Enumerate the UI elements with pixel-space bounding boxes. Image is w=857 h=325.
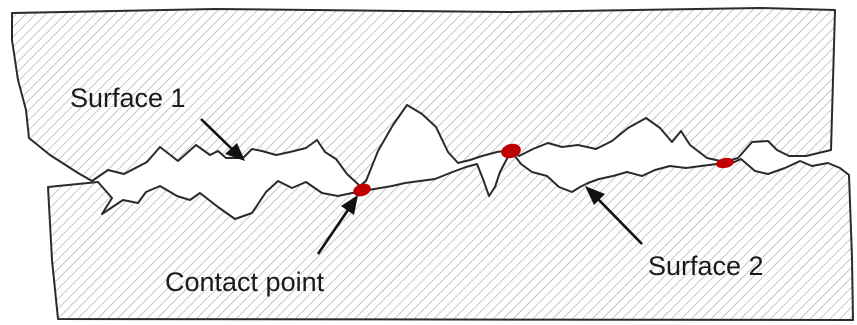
surface-2-arrow bbox=[585, 186, 643, 245]
contact-point-2 bbox=[501, 143, 521, 159]
contact-point-3 bbox=[716, 157, 734, 169]
contact-point-1 bbox=[353, 183, 371, 197]
surface-1-body bbox=[11, 7, 836, 187]
surface-1-arrow bbox=[200, 118, 245, 161]
surface-1-label: Surface 1 bbox=[70, 83, 186, 113]
contact-point-arrow bbox=[316, 195, 358, 255]
surface-2-label: Surface 2 bbox=[648, 251, 764, 281]
contact-point-label: Contact point bbox=[165, 267, 325, 297]
surface-2-body bbox=[47, 150, 854, 321]
